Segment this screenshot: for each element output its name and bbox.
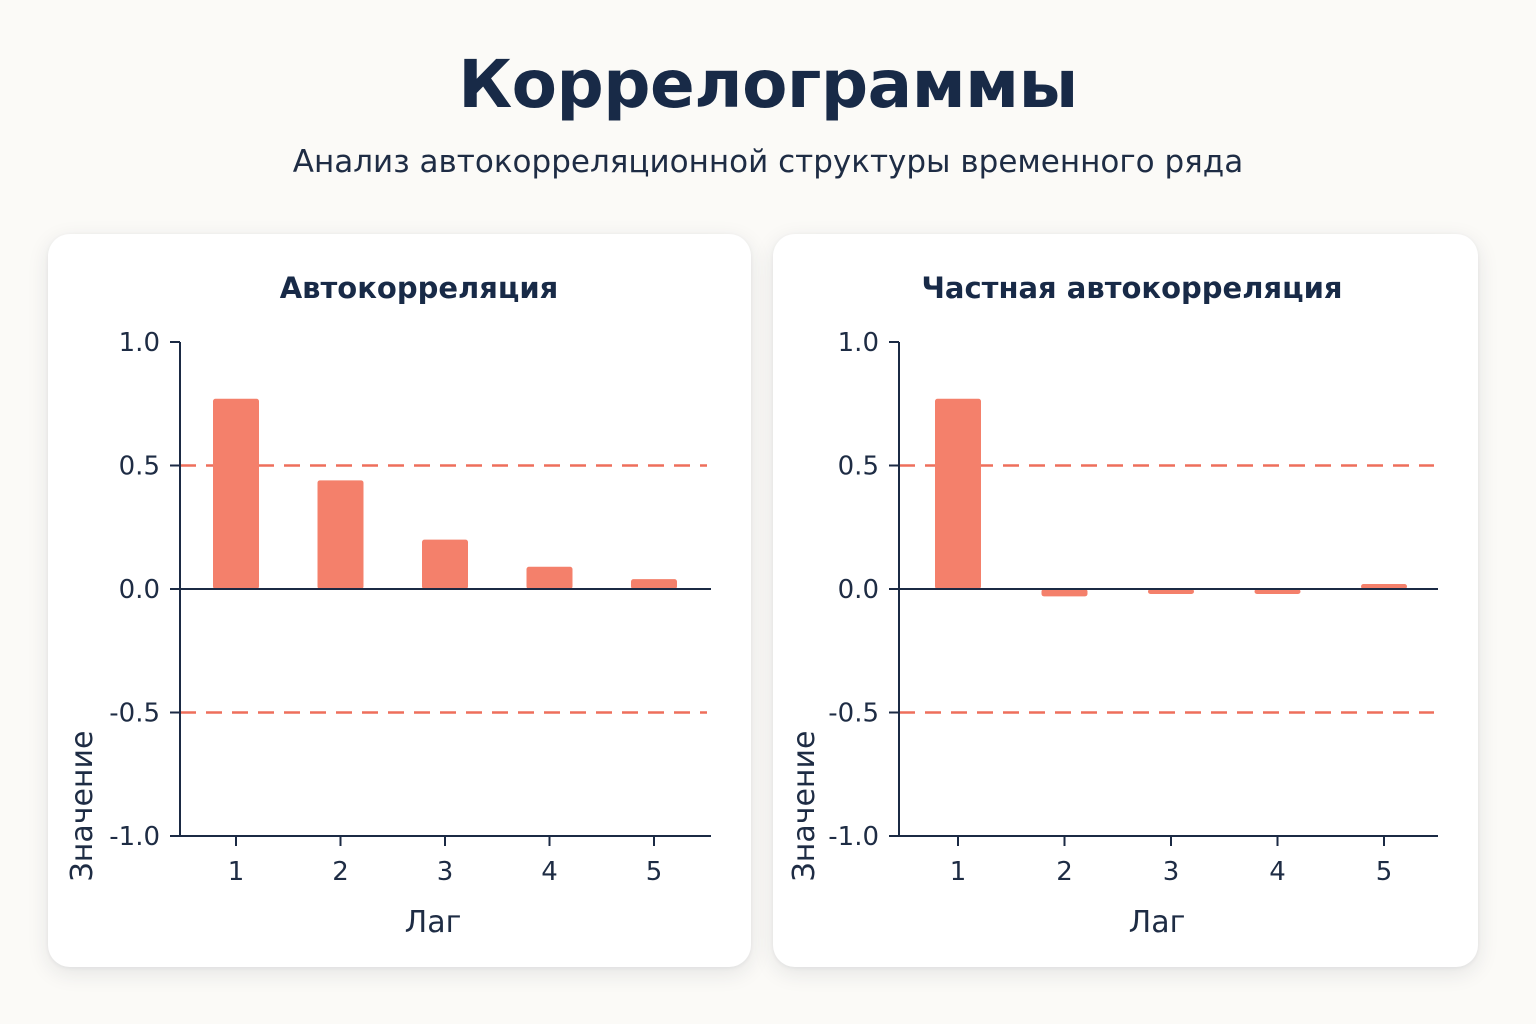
x-tick-label: 3: [437, 857, 454, 887]
y-axis-label: Значение: [65, 731, 100, 882]
y-tick-label: 0.5: [119, 452, 160, 482]
bar: [1041, 589, 1088, 597]
acf-chart-card: Автокорреляция Значение Лаг 1.0 0.5 0.0 -0.…: [48, 234, 751, 967]
page-subtitle: Анализ автокорреляционной структуры врем…: [292, 144, 1244, 180]
x-axis-label: Лаг: [405, 905, 462, 940]
bar: [1361, 584, 1407, 589]
y-tick-label: 1.0: [838, 328, 879, 358]
page-title: Коррелограммы: [458, 46, 1078, 123]
plot-area: 1.0 0.5 0.0 -0.5 -1.0 1 2 3 4 5: [828, 328, 1438, 887]
y-axis-label: Значение: [787, 731, 822, 882]
pacf-chart-card: Частная автокорреляция Значение Лаг 1.0 0…: [773, 234, 1478, 967]
y-tick-label: -1.0: [828, 822, 879, 852]
y-tick-label: 0.5: [838, 452, 879, 482]
y-tick-label: 0.0: [838, 575, 879, 605]
pacf-chart: Частная автокорреляция Значение Лаг 1.0 0…: [787, 271, 1438, 940]
y-tick-label: -1.0: [109, 822, 160, 852]
bar: [422, 539, 468, 589]
x-tick-label: 2: [332, 857, 349, 887]
bar: [1254, 589, 1301, 594]
x-tick-label: 3: [1163, 857, 1180, 887]
bar: [631, 579, 677, 589]
x-tick-label: 2: [1056, 857, 1073, 887]
y-tick-label: 1.0: [119, 328, 160, 358]
y-tick-label: -0.5: [828, 699, 879, 729]
x-tick-label: 1: [950, 857, 967, 887]
x-tick-label: 4: [1269, 857, 1286, 887]
y-tick-label: 0.0: [119, 575, 160, 605]
bar: [317, 480, 364, 589]
chart-title: Частная автокорреляция: [921, 271, 1342, 305]
x-axis-label: Лаг: [1129, 905, 1186, 940]
acf-chart: Автокорреляция Значение Лаг 1.0 0.5 0.0 -0.…: [65, 271, 711, 940]
y-tick-label: -0.5: [109, 699, 160, 729]
x-tick-label: 1: [228, 857, 245, 887]
bar: [526, 566, 573, 589]
plot-area: 1.0 0.5 0.0 -0.5 -1.0 1 2 3 4 5: [109, 328, 711, 887]
x-tick-label: 4: [541, 857, 558, 887]
x-tick-label: 5: [646, 857, 663, 887]
chart-title: Автокорреляция: [280, 271, 559, 305]
bar: [1148, 589, 1194, 594]
bar: [935, 398, 981, 589]
x-tick-label: 5: [1376, 857, 1393, 887]
bar: [213, 398, 259, 589]
